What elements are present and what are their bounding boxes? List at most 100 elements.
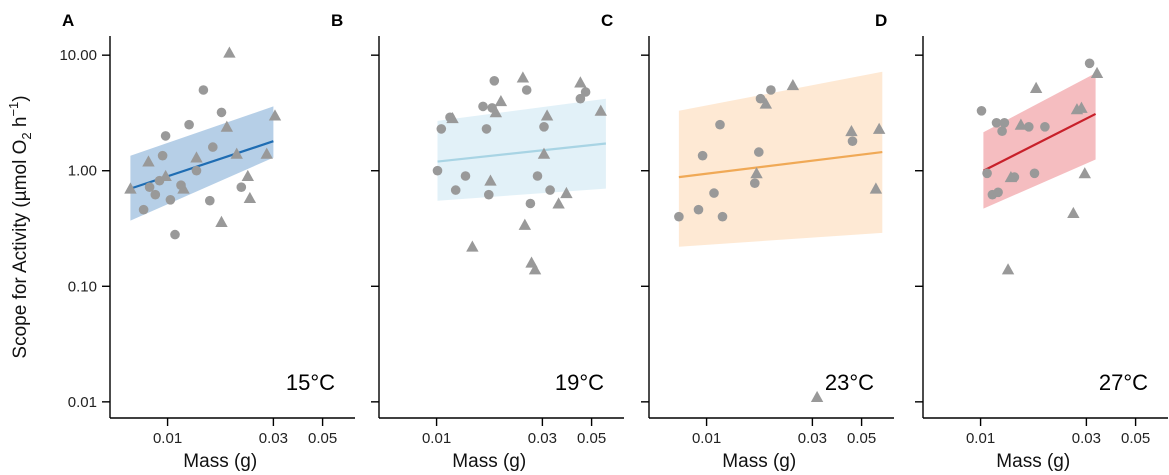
point-triangle-a-7 bbox=[223, 46, 236, 58]
point-triangle-b-4 bbox=[494, 94, 508, 107]
point-circle-d-11 bbox=[1084, 58, 1095, 69]
panel-a: A 0.01 0.10 1.00 10.00 0.01 0.03 0.05 Mass (g) 15… bbox=[59, 11, 355, 472]
y-axis-title-subscript: 2 bbox=[19, 132, 34, 139]
point-triangle-a-12 bbox=[268, 109, 282, 121]
fit-line-d bbox=[982, 112, 1097, 172]
x-axis-title-c: Mass (g) bbox=[722, 451, 796, 472]
panel-letter-b: B bbox=[331, 11, 343, 30]
x-tick-label-b-0: 0.01 bbox=[422, 430, 451, 447]
point-triangle-b-11 bbox=[552, 197, 565, 209]
x-tick-label-a-2: 0.05 bbox=[308, 430, 337, 447]
y-axis-title-main: Scope for Activity (µmol O bbox=[10, 140, 31, 359]
point-triangle-a-2 bbox=[159, 169, 172, 181]
point-circle-a-12 bbox=[205, 195, 215, 206]
point-triangle-b-14 bbox=[594, 104, 607, 116]
point-circle-c-9 bbox=[766, 85, 776, 95]
point-circle-c-8 bbox=[755, 93, 766, 104]
point-triangle-b-0 bbox=[446, 111, 459, 124]
x-axis-title-b: Mass (g) bbox=[452, 451, 526, 472]
point-circle-c-6 bbox=[750, 178, 760, 188]
point-circle-d-6 bbox=[999, 118, 1010, 128]
confidence-band-b bbox=[437, 98, 606, 201]
fit-line-b bbox=[437, 142, 607, 163]
x-tick-label-c-0: 0.01 bbox=[692, 430, 721, 447]
temperature-label-d: 27°C bbox=[1099, 370, 1148, 395]
point-triangle-b-6 bbox=[518, 218, 532, 230]
point-triangle-b-1 bbox=[466, 240, 479, 252]
point-triangle-a-0 bbox=[124, 182, 137, 194]
point-triangle-b-2 bbox=[484, 174, 497, 186]
point-circle-a-4 bbox=[157, 150, 168, 161]
point-triangle-a-9 bbox=[241, 169, 255, 181]
point-circle-b-15 bbox=[575, 93, 586, 104]
fit-line-a bbox=[130, 140, 274, 190]
point-circle-d-4 bbox=[993, 187, 1003, 198]
y-axis-title-end: ) bbox=[10, 95, 31, 101]
panel-letter-a: A bbox=[62, 11, 74, 30]
point-triangle-d-8 bbox=[1090, 66, 1104, 79]
point-triangle-c-0 bbox=[750, 167, 763, 179]
point-triangle-a-8 bbox=[230, 147, 243, 159]
point-circle-a-14 bbox=[216, 107, 227, 118]
point-circle-a-1 bbox=[144, 182, 155, 192]
temperature-label-c: 23°C bbox=[825, 370, 874, 395]
point-circle-b-6 bbox=[481, 124, 492, 134]
point-triangle-c-1 bbox=[759, 97, 773, 109]
point-circle-b-5 bbox=[478, 101, 488, 112]
point-triangle-c-6 bbox=[872, 122, 886, 134]
x-tick-label-b-2: 0.05 bbox=[577, 430, 606, 447]
point-triangle-a-3 bbox=[177, 182, 190, 194]
point-triangle-c-4 bbox=[845, 124, 858, 137]
temperature-label-a: 15°C bbox=[286, 370, 335, 395]
point-circle-b-14 bbox=[545, 185, 555, 195]
point-circle-d-0 bbox=[976, 106, 987, 116]
point-circle-b-4 bbox=[460, 171, 471, 181]
y-tick-label-a-3: 10.00 bbox=[59, 47, 97, 64]
point-triangle-d-6 bbox=[1075, 101, 1088, 113]
point-triangle-c-3 bbox=[810, 390, 824, 403]
point-circle-b-7 bbox=[484, 189, 494, 200]
point-circle-b-3 bbox=[450, 185, 461, 195]
point-circle-c-5 bbox=[717, 211, 728, 222]
point-triangle-a-11 bbox=[260, 147, 273, 159]
point-circle-d-1 bbox=[982, 168, 992, 179]
point-triangle-a-1 bbox=[142, 155, 155, 167]
point-triangle-a-10 bbox=[243, 191, 257, 204]
point-triangle-a-6 bbox=[220, 120, 234, 132]
y-axis-title-mid: h bbox=[10, 117, 31, 133]
x-tick-label-a-1: 0.03 bbox=[259, 430, 288, 447]
point-triangle-a-5 bbox=[215, 215, 228, 227]
point-circle-a-9 bbox=[184, 119, 194, 130]
point-circle-a-11 bbox=[198, 85, 209, 95]
confidence-band-c bbox=[678, 71, 883, 247]
point-circle-b-9 bbox=[489, 76, 500, 86]
point-triangle-b-9 bbox=[537, 147, 551, 159]
point-triangle-a-4 bbox=[190, 151, 203, 163]
point-circle-d-9 bbox=[1029, 168, 1040, 179]
point-circle-c-0 bbox=[674, 211, 684, 222]
point-triangle-d-7 bbox=[1078, 167, 1091, 179]
fit-line-c bbox=[678, 150, 883, 179]
point-circle-b-13 bbox=[539, 122, 549, 132]
x-axis-title-d: Mass (g) bbox=[996, 451, 1070, 472]
x-tick-label-d-2: 0.05 bbox=[1121, 430, 1150, 447]
point-triangle-d-4 bbox=[1067, 206, 1080, 219]
confidence-band-a bbox=[130, 106, 274, 221]
point-circle-d-3 bbox=[991, 118, 1002, 128]
point-circle-c-7 bbox=[754, 147, 764, 157]
point-triangle-c-2 bbox=[786, 78, 800, 91]
point-triangle-d-1 bbox=[1004, 170, 1018, 183]
point-circle-a-10 bbox=[191, 165, 202, 176]
point-triangle-d-0 bbox=[1001, 263, 1015, 275]
panels-group: A 0.01 0.10 1.00 10.00 0.01 0.03 0.05 Mass (g) 15… bbox=[59, 11, 1168, 472]
point-circle-d-5 bbox=[997, 126, 1007, 136]
point-triangle-b-5 bbox=[516, 71, 530, 83]
x-tick-label-c-2: 0.05 bbox=[847, 430, 876, 447]
temperature-label-b: 19°C bbox=[555, 370, 604, 395]
point-triangle-c-5 bbox=[869, 182, 883, 194]
point-triangle-b-8 bbox=[528, 263, 542, 275]
point-triangle-d-3 bbox=[1029, 81, 1043, 93]
x-tick-label-d-0: 0.01 bbox=[966, 430, 995, 447]
point-circle-c-1 bbox=[693, 204, 704, 215]
